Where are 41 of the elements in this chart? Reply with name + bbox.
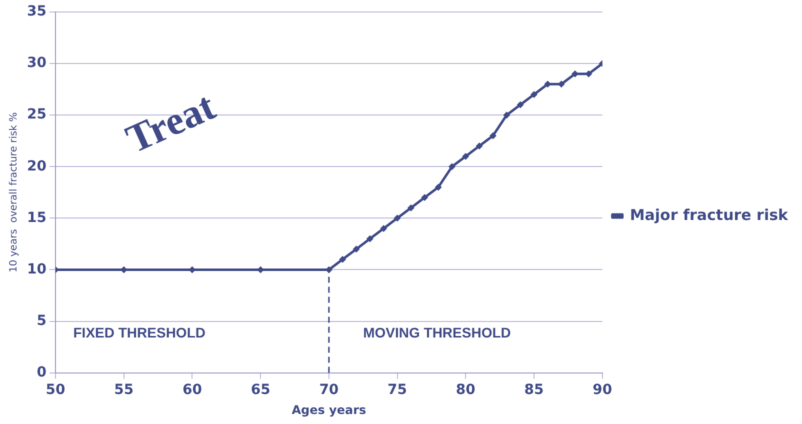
point xyxy=(462,152,470,160)
x-tick-label: 50 xyxy=(46,382,66,398)
x-tick-label: 90 xyxy=(592,382,612,398)
point xyxy=(544,80,552,88)
x-tick-label: 75 xyxy=(388,382,408,398)
x-tick-label: 85 xyxy=(524,382,544,398)
x-tick-label: 65 xyxy=(250,382,270,398)
point xyxy=(503,112,510,119)
point xyxy=(489,132,496,140)
y-tick-label: 30 xyxy=(27,55,47,72)
x-tick-label: 80 xyxy=(456,382,476,398)
annotation: MOVING THRESHOLD xyxy=(363,324,511,340)
y-tick-label: 5 xyxy=(36,312,46,329)
legend-label: Major fracture risk xyxy=(630,206,790,224)
annotation: Treat xyxy=(119,82,222,162)
point xyxy=(352,246,360,253)
x-axis-title: Ages years xyxy=(292,402,366,417)
point xyxy=(476,142,483,150)
x-tick-label: 55 xyxy=(114,382,134,398)
point xyxy=(516,101,524,108)
y-axis-title: 10 years overall fracture risk % xyxy=(8,112,20,273)
point xyxy=(394,214,401,222)
point xyxy=(530,90,538,98)
y-tick-label: 35 xyxy=(27,4,46,20)
point xyxy=(366,235,374,242)
y-tick-label: 15 xyxy=(27,210,46,226)
y-tick-label: 20 xyxy=(27,158,47,174)
y-tick-label: 0 xyxy=(36,364,47,380)
x-tick-label: 60 xyxy=(182,382,202,398)
point xyxy=(421,194,428,202)
point xyxy=(558,80,565,88)
point xyxy=(380,224,388,232)
y-tick-label: 25 xyxy=(27,106,46,123)
point xyxy=(407,204,414,212)
point xyxy=(339,256,346,263)
point xyxy=(434,184,442,191)
annotation: FIXED THRESHOLD xyxy=(73,324,206,340)
point xyxy=(585,70,592,78)
y-tick-label: 10 xyxy=(27,261,47,278)
x-tick-label: 70 xyxy=(319,382,339,398)
point xyxy=(448,163,456,170)
